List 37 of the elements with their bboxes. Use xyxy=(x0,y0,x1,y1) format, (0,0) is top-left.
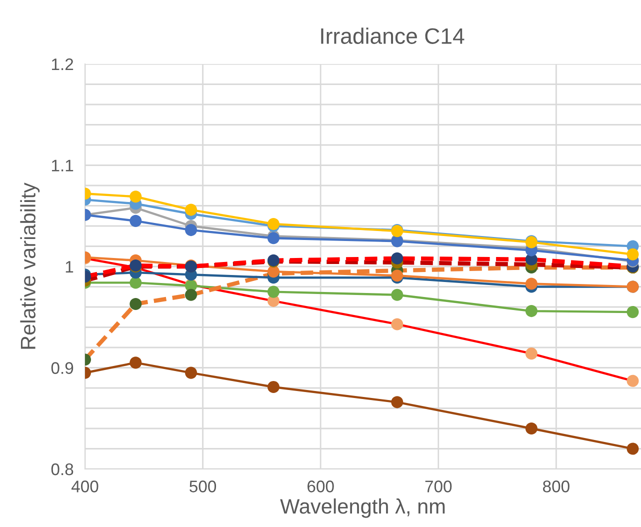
y-tick-label: 0.8 xyxy=(51,463,74,476)
point xyxy=(267,286,280,298)
point xyxy=(185,288,198,301)
x-tick-label: 600 xyxy=(308,480,334,492)
point xyxy=(525,422,538,435)
point xyxy=(130,298,142,310)
point xyxy=(391,318,404,330)
point xyxy=(267,218,280,230)
y-tick-label: 1.2 xyxy=(52,58,74,70)
point xyxy=(525,348,538,360)
y-axis-title: Relative variability xyxy=(20,182,40,349)
x-axis-title: Wavelength λ, nm xyxy=(280,498,445,518)
point xyxy=(391,288,404,301)
point xyxy=(626,248,639,260)
x-tick-label: 700 xyxy=(425,480,452,492)
y-tick-label: 1 xyxy=(66,261,74,273)
point xyxy=(391,252,404,264)
y-tick-label: 1.1 xyxy=(52,160,74,172)
point xyxy=(525,278,538,290)
chart-title: Irradiance C14 xyxy=(321,28,464,44)
point xyxy=(130,356,142,369)
point xyxy=(525,305,538,318)
y-tick-label: 0.9 xyxy=(51,362,74,374)
point xyxy=(391,396,404,408)
point xyxy=(267,380,280,393)
point xyxy=(626,306,639,318)
x-tick-label: 800 xyxy=(543,480,570,492)
point xyxy=(185,366,198,379)
x-tick-label: 400 xyxy=(71,480,98,492)
point xyxy=(130,190,142,203)
point xyxy=(185,204,198,216)
point xyxy=(130,276,142,289)
point xyxy=(626,442,639,455)
x-tick-label: 500 xyxy=(190,480,216,492)
point xyxy=(130,214,142,227)
point xyxy=(626,374,639,387)
point xyxy=(185,224,198,236)
